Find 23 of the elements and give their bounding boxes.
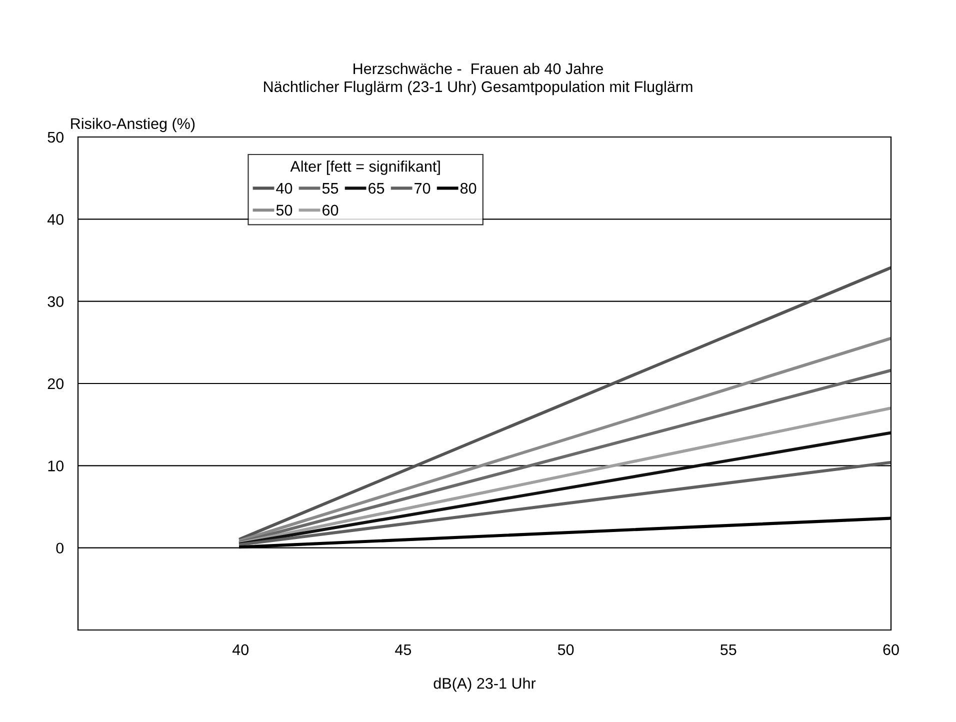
y-tick-label: 30 — [48, 296, 64, 308]
y-tick-label: 20 — [48, 378, 64, 390]
legend-label: 50 — [276, 204, 292, 216]
x-tick-label: 40 — [232, 644, 248, 656]
legend-label: 40 — [276, 182, 292, 194]
legend-title: Alter [fett = signifikant] — [290, 160, 440, 175]
legend-label: 70 — [414, 182, 430, 194]
chart-title: Herzschwäche - Frauen ab 40 Jahre — [354, 62, 604, 74]
y-tick-label: 50 — [48, 132, 64, 143]
chart-subtitle: Nächtlicher Fluglärm (23-1 Uhr) Gesamtpopulation mit Fluglärm — [264, 80, 692, 96]
legend-label: 55 — [322, 183, 338, 194]
y-tick-label: 0 — [56, 542, 64, 554]
legend-label: 65 — [368, 182, 384, 194]
x-tick-label: 55 — [720, 644, 736, 656]
y-tick-label: 10 — [48, 460, 64, 472]
x-tick-label: 50 — [558, 644, 574, 656]
x-tick-label: 60 — [883, 644, 899, 656]
x-tick-label: 45 — [395, 644, 412, 656]
y-axis-title: Risiko-Anstieg (%) — [71, 118, 195, 132]
y-tick-label: 40 — [47, 214, 64, 225]
x-axis-title: dB(A) 23-1 Uhr — [434, 678, 536, 692]
legend-label: 80 — [460, 182, 476, 194]
legend-label: 60 — [322, 204, 338, 216]
